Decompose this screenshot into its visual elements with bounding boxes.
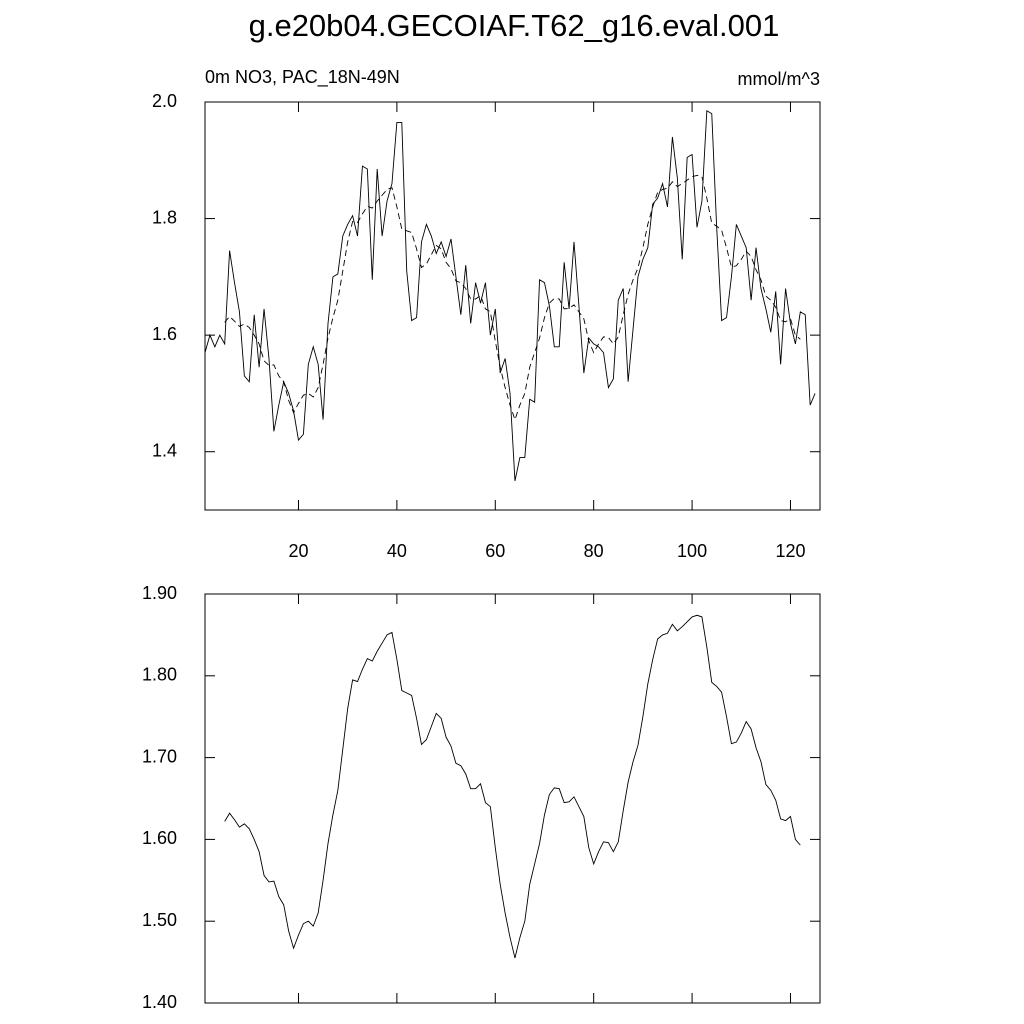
- data-line: [224, 614, 801, 959]
- y-tick-label: 1.80: [142, 665, 177, 685]
- y-tick-label: 1.70: [142, 746, 177, 766]
- data-line: [204, 109, 816, 481]
- subtitle-right: mmol/m^3: [738, 69, 820, 89]
- data-line: [224, 174, 801, 422]
- y-tick-label: 1.6: [152, 324, 177, 344]
- x-tick-label: 60: [485, 541, 505, 561]
- y-tick-label: 1.90: [142, 583, 177, 603]
- x-tick-label: 80: [584, 541, 604, 561]
- y-tick-label: 1.8: [152, 207, 177, 227]
- x-tick-label: 20: [288, 541, 308, 561]
- subtitle-left: 0m NO3, PAC_18N-49N: [205, 67, 400, 88]
- chart-title: g.e20b04.GECOIAF.T62_g16.eval.001: [249, 8, 780, 43]
- plot-frame: [204, 101, 821, 511]
- x-tick-label: 120: [775, 541, 805, 561]
- y-tick-label: 1.60: [142, 828, 177, 848]
- y-tick-label: 1.40: [142, 992, 177, 1012]
- x-tick-label: 40: [387, 541, 407, 561]
- y-tick-label: 2.0: [152, 91, 177, 111]
- y-tick-label: 1.50: [142, 910, 177, 930]
- x-tick-label: 100: [677, 541, 707, 561]
- plot-frame: [204, 593, 821, 1004]
- y-tick-label: 1.4: [152, 440, 177, 460]
